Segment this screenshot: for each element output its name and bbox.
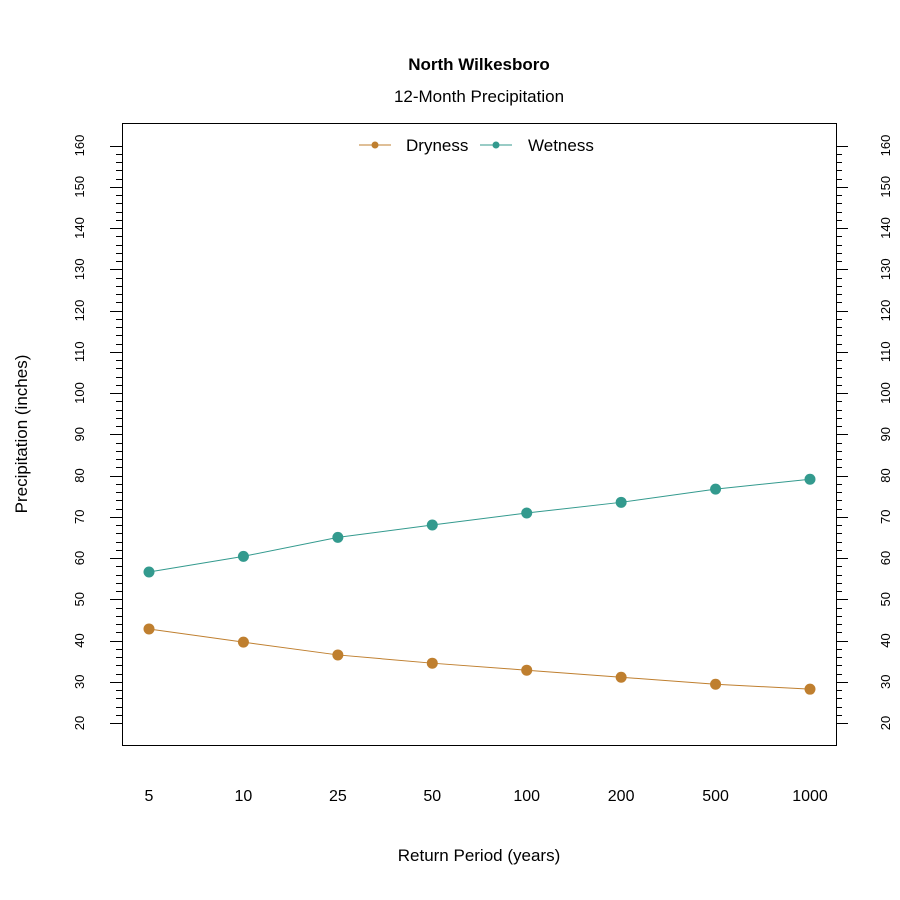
y-tick-label-left: 50 <box>72 592 87 606</box>
dryness-point <box>615 671 627 683</box>
y-tick-label-left: 120 <box>72 300 87 322</box>
x-tick-label: 500 <box>702 788 729 805</box>
legend-dryness-label: Dryness <box>406 136 468 155</box>
wetness-point <box>332 531 344 543</box>
y-tick-label-right: 70 <box>878 510 893 524</box>
dryness-line <box>148 628 811 690</box>
x-tick-label: 10 <box>235 788 253 805</box>
wetness-point <box>804 473 816 485</box>
wetness-point <box>143 566 155 578</box>
y-tick-label-right: 120 <box>878 300 893 322</box>
y-tick-label-left: 140 <box>72 217 87 239</box>
legend-wetness-marker <box>492 141 500 149</box>
y-tick-label-right: 60 <box>878 551 893 565</box>
x-axis-label: Return Period (years) <box>398 846 561 865</box>
y-tick-label-left: 150 <box>72 176 87 198</box>
y-tick-label-right: 40 <box>878 633 893 647</box>
y-tick-label-right: 50 <box>878 592 893 606</box>
chart-subtitle: 12-Month Precipitation <box>394 87 564 106</box>
dryness-point <box>143 623 155 635</box>
dryness-point <box>426 657 438 669</box>
plot-frame <box>122 123 837 746</box>
dryness-point <box>332 649 344 661</box>
x-tick-label: 25 <box>329 788 347 805</box>
y-tick-label-left: 90 <box>72 427 87 441</box>
x-tick-label: 200 <box>608 788 635 805</box>
dryness-point <box>521 664 533 676</box>
dryness-point <box>804 683 816 695</box>
x-tick-label: 50 <box>423 788 441 805</box>
y-tick-label-left: 60 <box>72 551 87 565</box>
y-tick-label-right: 80 <box>878 468 893 482</box>
y-tick-label-right: 130 <box>878 258 893 280</box>
y-tick-label-right: 100 <box>878 382 893 404</box>
chart-title: North Wilkesboro <box>408 55 550 74</box>
legend: Dryness Wetness <box>359 136 594 155</box>
x-tick-label: 5 <box>145 788 154 805</box>
wetness-point <box>521 507 533 519</box>
legend-dryness-marker <box>371 141 379 149</box>
y-tick-label-right: 140 <box>878 217 893 239</box>
y-tick-label-right: 90 <box>878 427 893 441</box>
y-tick-label-right: 30 <box>878 675 893 689</box>
y-tick-label-left: 40 <box>72 633 87 647</box>
wetness-point <box>615 496 627 508</box>
y-tick-label-left: 30 <box>72 675 87 689</box>
x-tick-label: 100 <box>513 788 540 805</box>
wetness-point <box>237 550 249 562</box>
dryness-point <box>237 636 249 648</box>
y-tick-label-left: 160 <box>72 135 87 157</box>
y-tick-label-right: 110 <box>878 341 893 362</box>
dryness-point <box>710 678 722 690</box>
y-tick-label-left: 70 <box>72 510 87 524</box>
legend-wetness-label: Wetness <box>528 136 594 155</box>
y-tick-label-right: 150 <box>878 176 893 198</box>
y-axis-label: Precipitation (inches) <box>12 355 31 514</box>
y-tick-label-right: 160 <box>878 135 893 157</box>
y-tick-label-left: 110 <box>72 341 87 362</box>
wetness-line <box>148 478 811 573</box>
x-tick-label: 1000 <box>792 788 828 805</box>
y-tick-label-left: 100 <box>72 382 87 404</box>
y-tick-label-left: 20 <box>72 716 87 730</box>
y-tick-label-right: 20 <box>878 716 893 730</box>
wetness-point <box>426 519 438 531</box>
wetness-point <box>710 483 722 495</box>
y-tick-label-left: 130 <box>72 258 87 280</box>
y-tick-label-left: 80 <box>72 468 87 482</box>
